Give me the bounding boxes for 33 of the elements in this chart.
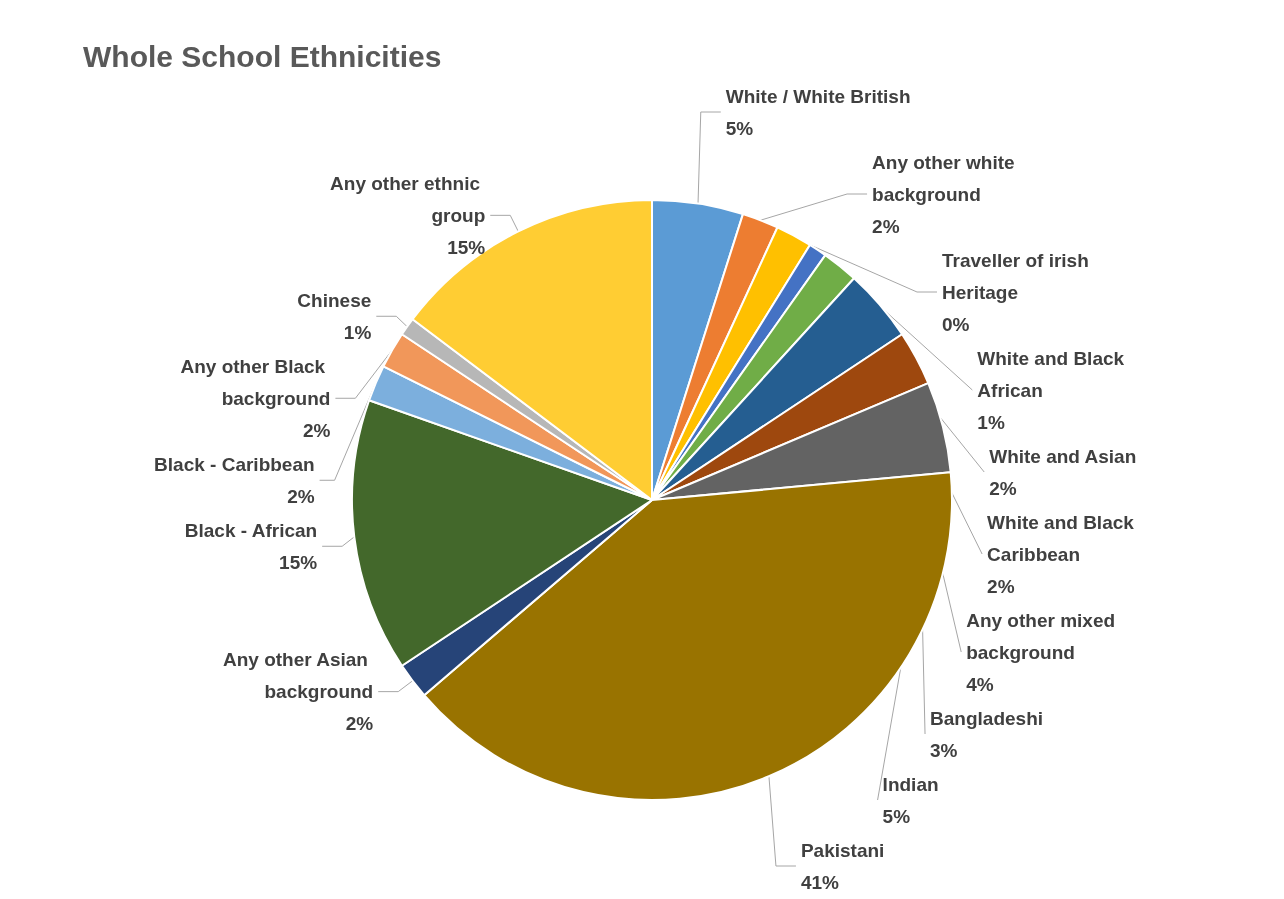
- data-label: 3%: [930, 739, 958, 761]
- slice-label: Indian: [882, 773, 939, 795]
- slice-label: Bangladeshi: [930, 707, 1044, 729]
- slice-label: White and Black African: [977, 347, 1130, 401]
- data-label: 1%: [977, 411, 1005, 433]
- category-label: Traveller of irish Heritage: [941, 249, 1089, 303]
- data-label: 2%: [345, 713, 374, 735]
- data-label: 4%: [966, 673, 994, 695]
- data-label: 1%: [343, 321, 372, 343]
- slice-label: Any other Asian background: [222, 649, 374, 703]
- text: 0%: [941, 313, 970, 335]
- slice-label: Chinese: [297, 289, 372, 311]
- slice-label: Any other Black background: [180, 355, 331, 409]
- data-label: 2%: [989, 477, 1017, 499]
- slice-label: Pakistani: [800, 839, 885, 861]
- slice-label: White and Asian: [989, 445, 1137, 467]
- data-label: 5%: [882, 805, 911, 827]
- data-label: 2%: [287, 485, 315, 507]
- slice-label: White / White British: [725, 85, 911, 107]
- data-label: 2%: [987, 575, 1015, 597]
- slice-label: Any other white background: [872, 151, 1020, 205]
- slice-label: Any other mixed background: [966, 609, 1121, 663]
- slice-label: White and Black Caribbean: [987, 511, 1140, 565]
- chart-title: Whole School Ethnicities: [83, 39, 442, 73]
- data-label: 2%: [872, 215, 900, 237]
- slice-label: Black - Caribbean: [154, 453, 315, 475]
- data-label: 41%: [800, 871, 840, 893]
- data-label: 15%: [279, 551, 318, 573]
- data-label: 5%: [725, 117, 754, 139]
- slice-label: Black - African: [184, 519, 318, 541]
- data-label: 2%: [302, 419, 331, 441]
- data-label: 15%: [447, 236, 486, 258]
- slice-label: Any other ethnic group: [330, 172, 486, 226]
